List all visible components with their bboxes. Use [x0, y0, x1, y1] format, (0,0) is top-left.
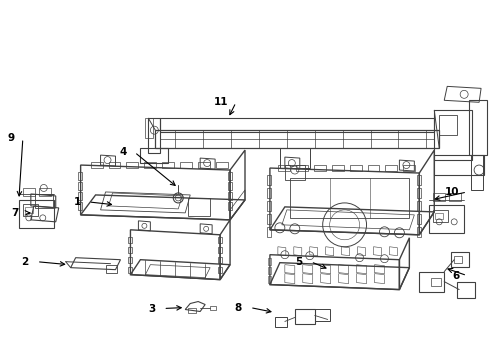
- Bar: [155, 130, 439, 148]
- Bar: [77, 182, 82, 190]
- Bar: [267, 188, 271, 198]
- Bar: [162, 162, 174, 168]
- Bar: [451, 252, 469, 267]
- Text: 2: 2: [22, 257, 29, 267]
- Bar: [332, 165, 343, 171]
- Bar: [160, 118, 434, 132]
- Bar: [268, 258, 271, 265]
- Bar: [433, 193, 445, 201]
- Bar: [435, 213, 443, 219]
- Bar: [77, 172, 82, 180]
- Bar: [349, 165, 362, 171]
- Bar: [314, 165, 326, 171]
- Bar: [77, 192, 82, 200]
- Bar: [315, 310, 330, 321]
- Text: 5: 5: [295, 257, 303, 267]
- Bar: [216, 162, 228, 168]
- Text: 4: 4: [119, 147, 126, 157]
- Bar: [128, 257, 132, 263]
- Bar: [417, 201, 421, 211]
- Text: 11: 11: [214, 97, 228, 107]
- Bar: [417, 175, 421, 185]
- Bar: [23, 204, 38, 216]
- Bar: [419, 272, 444, 292]
- Bar: [218, 267, 222, 273]
- Text: 3: 3: [148, 303, 155, 314]
- Bar: [198, 162, 210, 168]
- Bar: [91, 162, 102, 168]
- Text: 8: 8: [235, 302, 242, 312]
- Bar: [295, 310, 315, 324]
- Bar: [434, 110, 472, 160]
- Bar: [386, 165, 397, 171]
- Bar: [145, 162, 156, 168]
- Bar: [228, 202, 232, 210]
- Bar: [25, 207, 33, 213]
- Bar: [19, 200, 54, 228]
- Bar: [267, 214, 271, 224]
- Bar: [368, 165, 379, 171]
- Bar: [431, 278, 441, 285]
- Bar: [285, 165, 305, 180]
- Bar: [218, 237, 222, 243]
- Bar: [77, 202, 82, 210]
- Bar: [267, 227, 271, 237]
- Bar: [417, 214, 421, 224]
- Bar: [267, 201, 271, 211]
- Bar: [126, 162, 138, 168]
- Bar: [128, 237, 132, 243]
- Bar: [457, 282, 475, 298]
- Bar: [218, 247, 222, 253]
- Text: 1: 1: [74, 197, 81, 207]
- Bar: [105, 265, 118, 273]
- Text: 7: 7: [11, 208, 19, 218]
- Bar: [39, 188, 51, 196]
- Text: 9: 9: [8, 133, 15, 143]
- Bar: [188, 198, 210, 216]
- Bar: [128, 267, 132, 273]
- Bar: [268, 276, 271, 283]
- Bar: [228, 182, 232, 190]
- Bar: [218, 257, 222, 263]
- Bar: [180, 162, 192, 168]
- Bar: [268, 267, 271, 274]
- Bar: [228, 192, 232, 200]
- Bar: [417, 227, 421, 237]
- Bar: [417, 188, 421, 198]
- Bar: [141, 148, 168, 163]
- Bar: [210, 306, 216, 310]
- Bar: [439, 115, 457, 135]
- Bar: [449, 193, 461, 201]
- Bar: [471, 155, 483, 190]
- Bar: [275, 318, 287, 328]
- Bar: [429, 205, 464, 233]
- Bar: [267, 175, 271, 185]
- Bar: [434, 155, 484, 175]
- Bar: [228, 172, 232, 180]
- Bar: [148, 118, 160, 153]
- Bar: [35, 194, 53, 208]
- Bar: [454, 256, 462, 263]
- Bar: [469, 100, 487, 155]
- Bar: [433, 210, 448, 222]
- Bar: [146, 118, 153, 138]
- Bar: [188, 307, 196, 314]
- Bar: [23, 188, 35, 196]
- Bar: [290, 178, 409, 218]
- Bar: [128, 247, 132, 253]
- Bar: [296, 165, 308, 171]
- Bar: [280, 148, 310, 168]
- Text: 6: 6: [452, 271, 459, 281]
- Bar: [108, 162, 121, 168]
- Text: 10: 10: [444, 187, 459, 197]
- Bar: [403, 165, 416, 171]
- Bar: [278, 165, 290, 171]
